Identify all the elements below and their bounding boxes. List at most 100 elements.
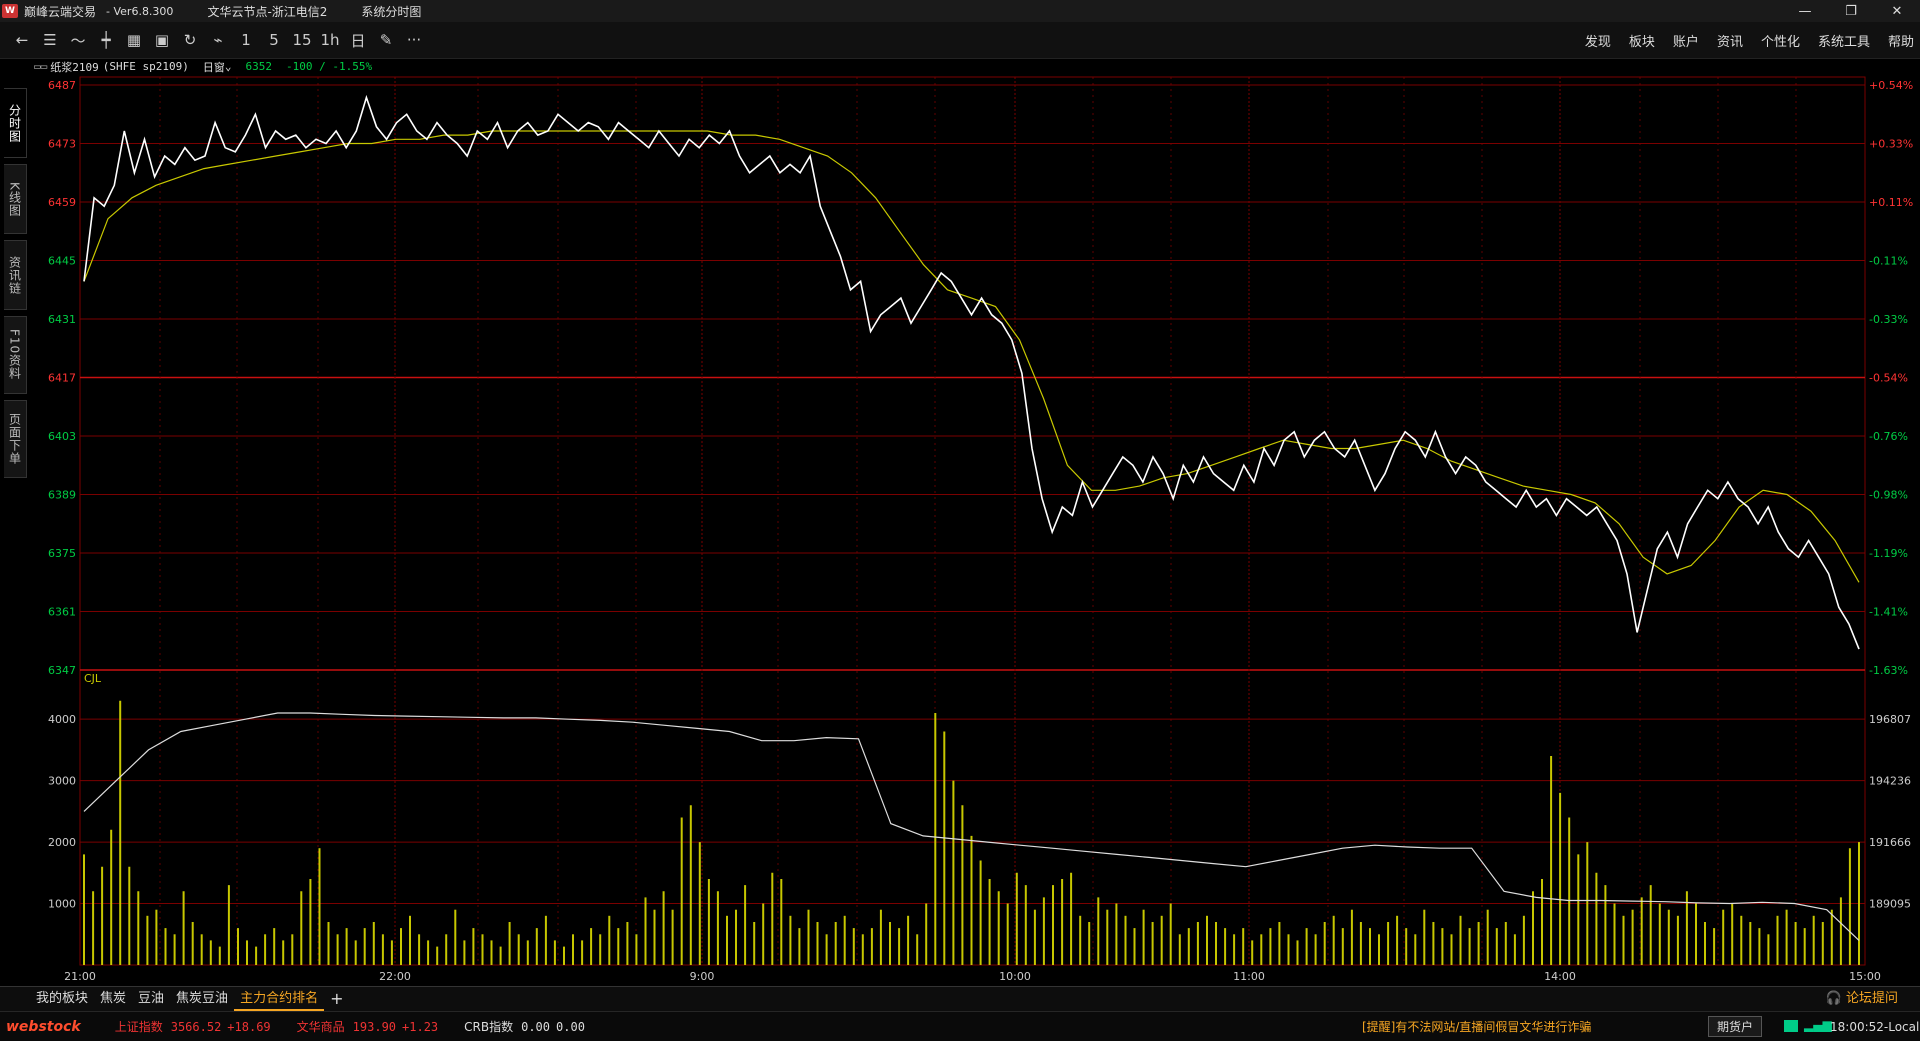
index-change: 0.00 xyxy=(556,1019,585,1034)
percent-tick-label: -1.63% xyxy=(1869,664,1908,677)
tab-main-contract-rank[interactable]: 主力合约排名 xyxy=(234,987,325,1011)
window-mode-select[interactable]: 日窗 xyxy=(202,60,225,74)
chart-frame xyxy=(79,76,1866,966)
menu-account[interactable]: 账户 xyxy=(1672,34,1699,50)
period-1[interactable]: 1 xyxy=(241,31,251,49)
oi-tick-label: 189095 xyxy=(1869,898,1911,911)
price-tick-label: 6417 xyxy=(48,372,76,385)
price-tick-label: 6487 xyxy=(48,79,76,92)
menu-system-tools[interactable]: 系统工具 xyxy=(1817,34,1870,50)
menu-personalize[interactable]: 个性化 xyxy=(1760,34,1800,50)
menu-sector[interactable]: 板块 xyxy=(1628,34,1655,50)
contract-name: 纸浆2109 xyxy=(50,60,99,74)
time-tick-label: 9:00 xyxy=(690,970,715,983)
time-tick-label: 22:00 xyxy=(379,970,411,983)
save-icon[interactable]: ▣ xyxy=(154,31,170,49)
tab-coke[interactable]: 焦炭 xyxy=(100,991,127,1006)
menu-help[interactable]: 帮助 xyxy=(1887,34,1914,50)
futures-account-button[interactable]: 期货户 xyxy=(1708,1016,1763,1037)
menu-discover[interactable]: 发现 xyxy=(1584,34,1611,50)
price-tick-label: 6361 xyxy=(48,606,76,619)
volume-tick-label: 1000 xyxy=(48,898,76,911)
percent-tick-label: -1.41% xyxy=(1869,606,1908,619)
time-tick-label: 11:00 xyxy=(1233,970,1265,983)
back-arrow-icon[interactable]: ← xyxy=(15,31,29,49)
signal-icon: ▂▄▆ xyxy=(1804,1018,1832,1032)
menu-news[interactable]: 资讯 xyxy=(1716,34,1743,50)
pen-icon[interactable]: ✎ xyxy=(379,31,393,49)
grid-icon[interactable]: ▦ xyxy=(126,31,142,49)
oi-tick-label: 196807 xyxy=(1869,713,1911,726)
volume-tick-label: 2000 xyxy=(48,836,76,849)
period-15[interactable]: 15 xyxy=(292,31,312,49)
status-bar: webstock 上证指数 3566.52 +18.69 文华商品 193.90… xyxy=(0,1011,1920,1041)
chevron-down-icon[interactable]: ⌄ xyxy=(224,60,232,73)
close-icon[interactable]: ✕ xyxy=(1891,3,1903,19)
price-tick-label: 6431 xyxy=(48,313,76,326)
app-title: 巅峰云端交易 xyxy=(24,4,97,19)
tab-intraday[interactable]: 分时图 xyxy=(4,88,27,158)
app-logo-icon: W xyxy=(2,4,18,18)
last-price: 6352 xyxy=(245,60,272,73)
restore-icon[interactable]: ❐ xyxy=(1845,3,1857,19)
tab-kline[interactable]: K线图 xyxy=(4,164,27,234)
open-interest-line xyxy=(83,712,1860,941)
refresh-icon[interactable]: ↻ xyxy=(183,31,197,49)
list-icon[interactable]: ☰ xyxy=(43,31,57,49)
percent-tick-label: +0.11% xyxy=(1869,196,1913,209)
volume-tick-label: 3000 xyxy=(48,775,76,788)
price-line xyxy=(83,94,1860,650)
time-tick-label: 14:00 xyxy=(1544,970,1576,983)
forum-link[interactable]: 论坛提问 xyxy=(1845,991,1898,1006)
kline-icon[interactable]: ┿ xyxy=(101,31,111,49)
price-tick-label: 6445 xyxy=(48,255,76,268)
tab-news-chain[interactable]: 资讯链 xyxy=(4,240,27,310)
tab-coke-soy-oil[interactable]: 焦炭豆油 xyxy=(176,991,229,1006)
volume-label: CJL xyxy=(84,672,102,685)
tab-my-sector[interactable]: 我的板块 xyxy=(36,991,89,1006)
oi-tick-label: 191666 xyxy=(1869,836,1911,849)
index-name[interactable]: CRB指数 xyxy=(464,1020,514,1034)
scam-notice[interactable]: [提醒]有不法网站/直播间假冒文华进行诈骗 xyxy=(1362,1020,1592,1034)
percent-tick-label: +0.54% xyxy=(1869,79,1913,92)
view-name: 系统分时图 xyxy=(361,4,422,19)
headset-icon: 🎧 xyxy=(1825,991,1842,1006)
price-tick-label: 6473 xyxy=(48,138,76,151)
brand-logo: webstock xyxy=(6,1018,81,1035)
percent-tick-label: -0.54% xyxy=(1869,372,1908,385)
contract-code[interactable]: (SHFE sp2109) xyxy=(102,60,189,73)
time-tick-label: 10:00 xyxy=(999,970,1031,983)
time-tick-label: 15:00 xyxy=(1849,970,1881,983)
oi-tick-label: 194236 xyxy=(1869,775,1911,788)
index-value: 0.00 xyxy=(521,1019,551,1034)
price-tick-label: 6403 xyxy=(48,430,76,443)
tab-order[interactable]: 页面下单 xyxy=(4,400,27,478)
toolbar: ← ☰ 〜 ┿ ▦ ▣ ↻ ⌁ 1 5 15 1h 日 ✎ ··· 发现 板块 … xyxy=(0,22,1920,59)
chart-header: ▭▭ 纸浆2109 (SHFE sp2109) 日窗 ⌄ 6352 -100 /… xyxy=(34,58,372,75)
average-price-line xyxy=(83,130,1860,583)
tab-soy-oil[interactable]: 豆油 xyxy=(138,991,165,1006)
period-5[interactable]: 5 xyxy=(269,31,279,49)
index-name[interactable]: 上证指数 xyxy=(114,1020,163,1034)
contract-icon: ▭▭ xyxy=(34,60,48,73)
app-version: - Ver6.8.300 xyxy=(106,4,174,18)
index-name[interactable]: 文华商品 xyxy=(296,1020,345,1034)
title-bar: W 巅峰云端交易 - Ver6.8.300 文华云节点-浙江电信2 系统分时图 … xyxy=(0,0,1920,22)
percent-tick-label: -0.11% xyxy=(1869,255,1908,268)
tab-f10[interactable]: F10资料 xyxy=(4,316,27,394)
index-change: +1.23 xyxy=(402,1019,439,1034)
period-1h[interactable]: 1h xyxy=(320,31,340,49)
draw-tool-icon[interactable]: ⌁ xyxy=(213,31,223,49)
price-tick-label: 6375 xyxy=(48,547,76,560)
line-chart-icon[interactable]: 〜 xyxy=(70,31,86,50)
minimize-icon[interactable]: — xyxy=(1798,3,1812,19)
left-sidebar: 分时图 K线图 资讯链 F10资料 页面下单 xyxy=(0,78,28,978)
more-icon[interactable]: ··· xyxy=(406,31,422,49)
price-change: -100 / -1.55% xyxy=(285,60,373,73)
add-tab-button[interactable]: + xyxy=(330,989,344,1008)
volume-tick-label: 4000 xyxy=(48,713,76,726)
period-day[interactable]: 日 xyxy=(350,31,366,50)
index-change: +18.69 xyxy=(227,1019,271,1034)
index-value: 3566.52 xyxy=(170,1019,222,1034)
